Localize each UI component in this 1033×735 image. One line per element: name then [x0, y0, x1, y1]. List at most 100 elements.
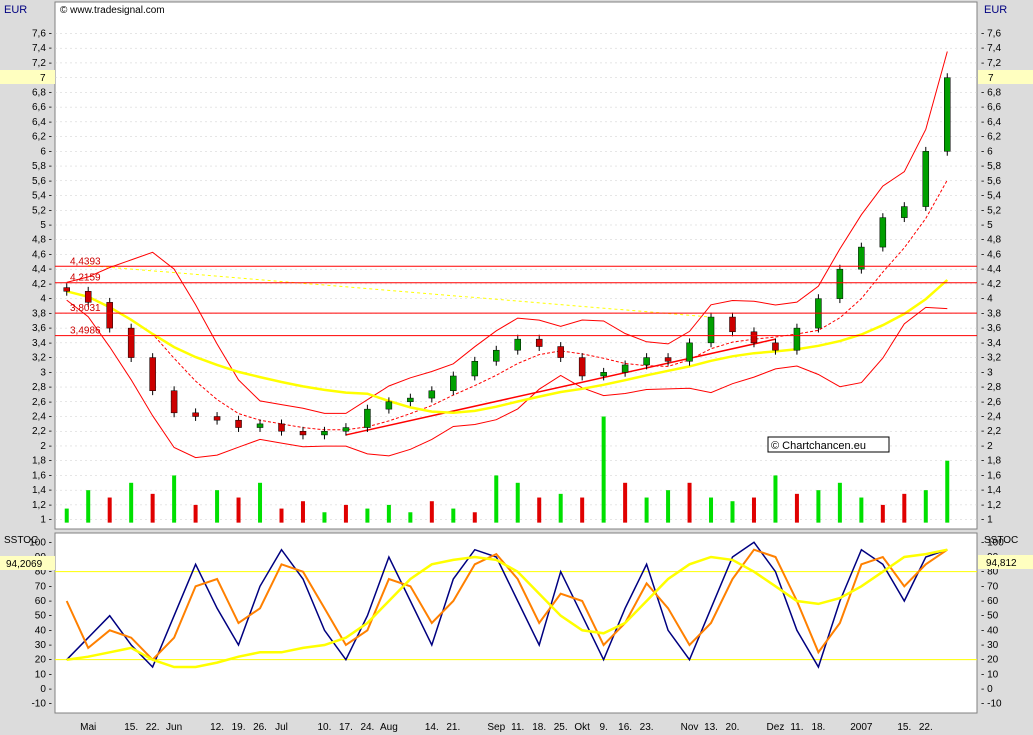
time-axis-label: 12. [210, 722, 224, 733]
moving-average-line [66, 279, 949, 415]
price-tick-label-left: 5,6 - [32, 176, 52, 187]
price-tick-label-right: - 4,6 [981, 249, 1001, 260]
price-tick-label-right: - 7,4 [981, 43, 1001, 54]
oscillator-tick-label-left: -10 - [31, 699, 52, 710]
volume-bars [64, 416, 950, 523]
price-tick-label-left: 4,4 - [32, 264, 52, 275]
candle-body [664, 357, 672, 362]
volume-bar [300, 501, 305, 523]
price-tick-label-left: 7,4 - [32, 43, 52, 54]
price-tick-label-left: 1,4 - [32, 485, 52, 496]
time-axis-label: 22. [146, 722, 160, 733]
price-tick-label-left: 7,6 - [32, 28, 52, 39]
price-tick-label-left: 6 - [40, 146, 52, 157]
volume-bar [279, 508, 284, 523]
price-tick-label-left: 5 - [40, 220, 52, 231]
price-tick-label-left: 4,8 - [32, 235, 52, 246]
price-tick-label-left: 5,2 - [32, 205, 52, 216]
volume-bar [365, 508, 370, 523]
price-tick-label-left: 7,2 - [32, 58, 52, 69]
volume-bar [494, 475, 499, 523]
price-tick-label-left: 2,2 - [32, 426, 52, 437]
price-tick-label-right: - 5 [981, 220, 993, 231]
price-tick-label-left: 6,8 - [32, 87, 52, 98]
last-price-badge-right [978, 70, 1033, 84]
volume-bar [730, 501, 735, 523]
volume-bar [172, 475, 177, 523]
oscillator-value-right: 94,812 [986, 558, 1017, 569]
price-tick-label-right: - 5,6 [981, 176, 1001, 187]
candle-body [106, 302, 113, 329]
candle-body [342, 427, 350, 432]
oscillator-axis-left: -10 - 0 - 10 - 20 - 30 - 40 - 50 - 60 - 70 - 80 -… [29, 537, 52, 709]
candle-body [578, 357, 586, 377]
volume-bar [150, 493, 155, 523]
time-axis-label: Nov [681, 722, 699, 733]
price-tick-label-right: - 6,6 [981, 102, 1001, 113]
watermark: © Chartchancen.eu [771, 440, 866, 452]
price-tick-label-right: - 2,8 [981, 382, 1001, 393]
price-tick-label-left: 2,4 - [32, 412, 52, 423]
price-axis-left: 1 - 1,2 - 1,4 - 1,6 - 1,8 - 2 - 2,2 - 2,4 - 2,6 … [32, 28, 52, 525]
price-tick-label-left: 1,2 - [32, 500, 52, 511]
volume-bar [515, 482, 520, 523]
time-axis-label: 16. [618, 722, 632, 733]
volume-bar [751, 497, 756, 523]
volume-bar [386, 504, 391, 523]
support-trendline [345, 338, 776, 436]
oscillator-tick-label-right: - 80 [981, 567, 999, 578]
level-label: 4,2159 [70, 273, 101, 284]
volume-bar [601, 416, 606, 523]
volume-bar [451, 508, 456, 523]
time-axis-label: 15. [897, 722, 911, 733]
volume-bar [880, 504, 885, 523]
price-tick-label-left: 5,4 - [32, 191, 52, 202]
price-tick-label-right: - 3,2 [981, 353, 1001, 364]
candle-body [321, 430, 328, 436]
price-tick-label-right: - 3,8 [981, 308, 1001, 319]
time-axis-label: Jun [166, 722, 182, 733]
price-tick-label-right: - 4,4 [981, 264, 1001, 275]
oscillator-lines [65, 541, 948, 669]
oscillator-tick-label-left: 70 - [35, 581, 52, 592]
volume-bar [580, 497, 585, 523]
volume-bar [429, 501, 434, 523]
price-tick-label-left: 6,2 - [32, 132, 52, 143]
time-axis-label: Mai [80, 722, 96, 733]
candle-body [535, 338, 543, 347]
price-tick-label-right: - 4 [981, 294, 993, 305]
candle-body [385, 401, 393, 410]
candle-body [84, 291, 92, 303]
oscillator-value-left: 94,2069 [6, 559, 43, 570]
volume-bar [408, 512, 413, 523]
time-axis-label: 15. [124, 722, 138, 733]
oscillator-tick-label-left: 60 - [35, 596, 52, 607]
price-tick-label-right: - 2 [981, 441, 993, 452]
candle-body [213, 416, 221, 421]
candle-body [750, 331, 758, 344]
oscillator-tick-label-left: 0 - [40, 684, 52, 695]
candle-body [235, 419, 242, 428]
last-price-right: 7 [988, 73, 994, 84]
price-tick-label-right: - 7,2 [981, 58, 1001, 69]
time-axis: Mai 15. 22. Jun 12. 19. 26. Jul 10. 17. 24. Aug 14. 2… [80, 722, 933, 733]
candle-body [278, 423, 285, 432]
volume-bar [236, 497, 241, 523]
oscillator-tick-label-right: - 30 [981, 640, 999, 651]
time-axis-label: 22. [919, 722, 933, 733]
price-tick-label-left: 3,2 - [32, 353, 52, 364]
oscillator-tick-label-left: 100 - [29, 537, 52, 548]
time-axis-label: 21. [446, 722, 460, 733]
volume-bar [537, 497, 542, 523]
price-tick-label-right: - 1,4 [981, 485, 1001, 496]
oscillator-tick-label-right: - 60 [981, 596, 999, 607]
price-tick-label-left: 2 - [40, 441, 52, 452]
volume-bar [923, 490, 928, 523]
oscillator-tick-label-left: 40 - [35, 625, 52, 636]
volume-bar [64, 508, 69, 523]
oscillator-tick-label-right: - 0 [981, 684, 993, 695]
level-label: 3,8031 [70, 303, 101, 314]
bollinger-lower [66, 299, 948, 459]
price-tick-label-right: - 6,4 [981, 117, 1001, 128]
time-axis-label: 14. [425, 722, 439, 733]
